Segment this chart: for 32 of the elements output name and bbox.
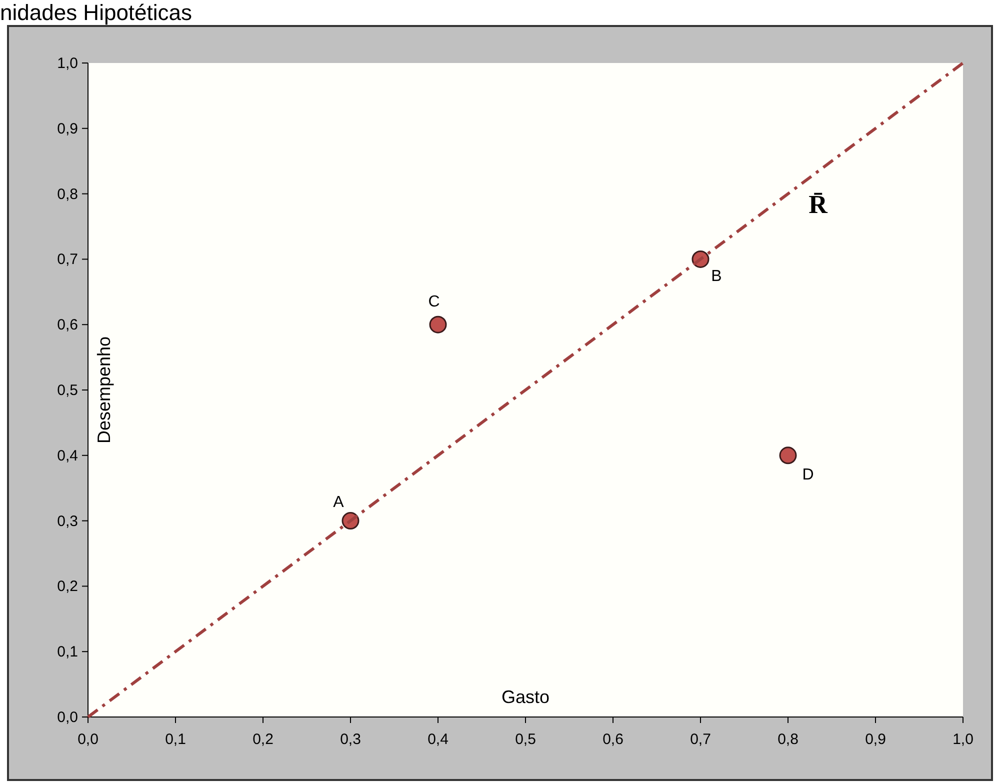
y-tick-label: 0,4 xyxy=(57,447,78,464)
y-axis-title: Desempenho xyxy=(94,336,114,444)
y-tick-label: 0,1 xyxy=(57,644,78,661)
x-tick-label: 0,6 xyxy=(602,731,624,748)
y-tick-label: 0,2 xyxy=(57,578,78,596)
y-tick-label: 0,0 xyxy=(57,709,78,726)
x-axis-title: Gasto xyxy=(501,687,550,707)
y-tick-label: 0,5 xyxy=(57,382,78,399)
y-tick-label: 1,0 xyxy=(57,55,78,72)
x-tick-label: 0,2 xyxy=(252,731,274,748)
y-tick-label: 0,3 xyxy=(57,512,78,530)
x-tick-label: 0,9 xyxy=(865,731,886,748)
point xyxy=(779,446,797,464)
annotation: C xyxy=(428,294,440,311)
x-tick-label: 0,7 xyxy=(690,731,711,748)
chart-title: nidades Hipotéticas xyxy=(0,0,192,25)
y-tick-label: 0,8 xyxy=(57,186,78,203)
y-tick-label: 0,7 xyxy=(57,251,78,268)
x-tick-label: 0,0 xyxy=(78,731,98,748)
x-tick-label: 0,8 xyxy=(778,731,798,748)
y-tick-label: 0,9 xyxy=(57,120,78,138)
annotation: B xyxy=(711,268,722,286)
series-label: R̄ xyxy=(808,190,828,219)
x-tick-label: 1,0 xyxy=(952,731,974,748)
x-tick-label: 0,3 xyxy=(340,731,361,748)
annotation: A xyxy=(333,494,344,511)
annotation: D xyxy=(802,466,814,484)
x-tick-label: 0,5 xyxy=(515,731,536,748)
x-tick-label: 0,1 xyxy=(165,731,186,748)
x-tick-label: 0,4 xyxy=(428,731,448,748)
y-tick-label: 0,6 xyxy=(57,316,78,334)
point xyxy=(429,316,447,334)
